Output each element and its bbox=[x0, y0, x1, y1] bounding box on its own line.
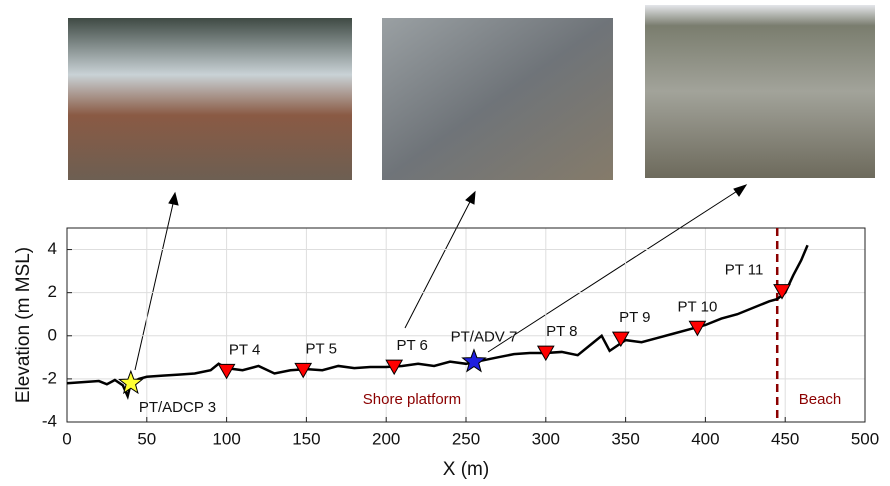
arrows bbox=[134, 184, 748, 371]
profile-line bbox=[66, 244, 809, 400]
instrument-marker bbox=[461, 348, 487, 373]
instrument-marker bbox=[118, 369, 144, 395]
instrument-label: PT 6 bbox=[396, 337, 427, 354]
instrument-marker bbox=[611, 331, 630, 348]
photo bbox=[382, 18, 613, 180]
plot: 0 50 100 150 200 250 300 350 400 450 500 -4 -2 0 2 4 PT/… bbox=[42, 227, 879, 448]
instrument-marker bbox=[385, 359, 404, 376]
y-tick-label: -2 bbox=[42, 368, 57, 387]
annotation: Beach bbox=[799, 391, 842, 408]
instrument-marker bbox=[294, 362, 313, 379]
y-axis-label: Elevation (m MSL) bbox=[13, 247, 34, 403]
x-tick-label: 100 bbox=[212, 429, 240, 448]
x-tick-label: 300 bbox=[532, 429, 560, 448]
instrument-label: PT/ADCP 3 bbox=[139, 399, 216, 416]
x-tick-label: 150 bbox=[292, 429, 320, 448]
x-tick-label: 0 bbox=[62, 429, 71, 448]
y-tick-label: 4 bbox=[48, 239, 57, 258]
photo bbox=[645, 5, 875, 178]
instrument-marker bbox=[536, 345, 555, 362]
x-tick-label: 200 bbox=[372, 429, 400, 448]
instrument-marker bbox=[773, 284, 791, 300]
instrument-label: PT 9 bbox=[619, 309, 650, 326]
x-tick-label: 450 bbox=[771, 429, 799, 448]
x-axis-label: X (m) bbox=[443, 459, 489, 480]
y-tick-label: 2 bbox=[48, 282, 57, 301]
x-tick-label: 50 bbox=[137, 429, 156, 448]
y-tick-label: 0 bbox=[48, 325, 57, 344]
instrument-marker bbox=[217, 363, 236, 380]
instrument-label: PT 8 bbox=[546, 323, 577, 340]
y-tick-label: -4 bbox=[42, 411, 57, 430]
annotation: Shore platform bbox=[363, 391, 461, 408]
axes-box bbox=[66, 227, 866, 423]
x-tick-label: 500 bbox=[851, 429, 879, 448]
instrument-label: PT 5 bbox=[306, 340, 337, 357]
instrument-label: PT 4 bbox=[229, 341, 260, 358]
instrument-label: PT/ADV 7 bbox=[451, 329, 518, 346]
x-tick-label: 400 bbox=[691, 429, 719, 448]
instrument-label: PT 10 bbox=[678, 298, 718, 315]
photo bbox=[68, 18, 352, 180]
instrument-label: PT 11 bbox=[725, 262, 764, 279]
x-tick-label: 250 bbox=[452, 429, 480, 448]
x-tick-label: 350 bbox=[611, 429, 639, 448]
instrument-marker bbox=[688, 320, 707, 337]
